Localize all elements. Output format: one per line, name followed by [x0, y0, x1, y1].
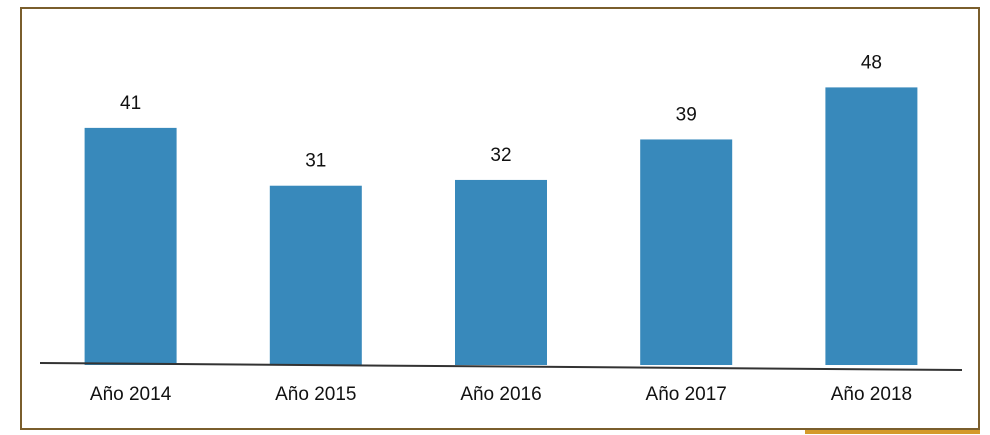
- value-label: 32: [490, 145, 511, 166]
- x-tick-label: Año 2018: [831, 384, 912, 405]
- bar: [269, 185, 362, 365]
- value-label: 41: [120, 93, 141, 114]
- x-tick-label: Año 2015: [275, 384, 356, 405]
- bar: [455, 179, 547, 365]
- value-label: 39: [676, 104, 697, 125]
- x-tick-label: Año 2014: [90, 384, 172, 405]
- x-tick-label: Año 2017: [646, 384, 727, 405]
- bar: [84, 127, 177, 365]
- x-axis-line: [39, 362, 963, 371]
- bar: [640, 139, 733, 365]
- x-tick-label: Año 2016: [460, 384, 541, 405]
- value-label: 31: [305, 151, 326, 172]
- bar: [825, 87, 918, 366]
- value-label: 48: [861, 52, 882, 73]
